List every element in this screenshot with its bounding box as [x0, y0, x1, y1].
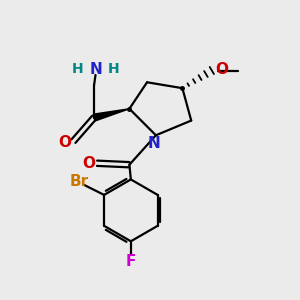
Text: O: O [82, 156, 95, 171]
Text: O: O [59, 135, 72, 150]
Polygon shape [93, 109, 129, 121]
Text: N: N [89, 61, 102, 76]
Text: Br: Br [70, 174, 88, 189]
Text: O: O [215, 61, 228, 76]
Text: N: N [148, 136, 161, 151]
Text: F: F [126, 254, 136, 269]
Text: H: H [72, 62, 84, 76]
Text: H: H [107, 62, 119, 76]
